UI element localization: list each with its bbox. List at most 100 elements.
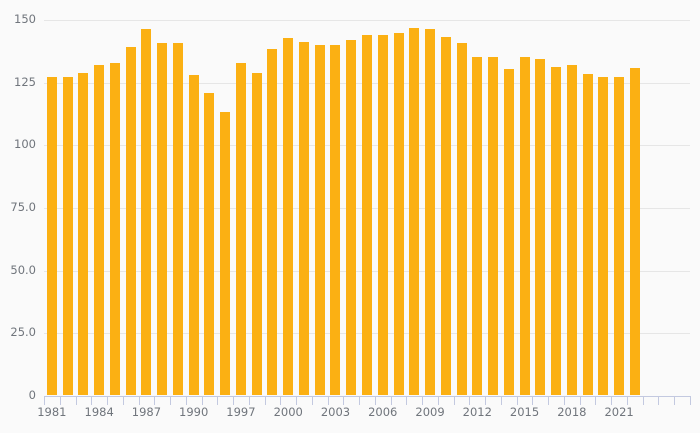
bar[interactable]	[94, 65, 105, 395]
bar[interactable]	[551, 66, 562, 395]
x-tick	[138, 396, 140, 405]
bar[interactable]	[172, 42, 183, 395]
x-tick-label: 2015	[509, 405, 540, 419]
bar[interactable]	[188, 75, 199, 395]
bar[interactable]	[488, 56, 499, 395]
bar[interactable]	[220, 111, 231, 395]
x-tick	[406, 396, 408, 405]
x-tick	[390, 396, 392, 405]
x-tick	[75, 396, 77, 405]
bar[interactable]	[204, 92, 215, 395]
x-tick-label: 2018	[557, 405, 587, 419]
x-tick	[674, 396, 676, 405]
x-tick	[658, 396, 660, 405]
bar[interactable]	[141, 29, 152, 395]
bar[interactable]	[629, 67, 640, 395]
bar[interactable]	[598, 76, 609, 395]
bar[interactable]	[503, 69, 514, 395]
bar[interactable]	[393, 32, 404, 395]
x-tick	[548, 396, 550, 405]
x-tick	[595, 396, 597, 405]
x-tick	[217, 396, 219, 405]
bar[interactable]	[235, 62, 246, 395]
bar[interactable]	[377, 35, 388, 395]
x-tick	[343, 396, 345, 405]
x-tick	[91, 396, 93, 405]
bar[interactable]	[472, 56, 483, 395]
x-tick	[579, 396, 581, 405]
bar[interactable]	[330, 45, 341, 395]
y-tick-label: 100	[14, 137, 36, 152]
bar[interactable]	[582, 74, 593, 395]
bar[interactable]	[298, 41, 309, 395]
x-tick	[170, 396, 172, 405]
x-tick	[311, 396, 313, 405]
y-tick-label: 25.0	[10, 325, 36, 340]
x-tick	[201, 396, 203, 405]
x-tick	[469, 396, 471, 405]
x-tick	[185, 396, 187, 405]
bar[interactable]	[62, 76, 73, 395]
x-tick	[422, 396, 424, 405]
x-tick	[516, 396, 518, 405]
x-tick	[264, 396, 266, 405]
x-tick	[611, 396, 613, 405]
bar[interactable]	[283, 37, 294, 395]
y-tick-label: 50.0	[10, 262, 36, 277]
x-tick-label: 2009	[415, 405, 445, 419]
x-tick-label: 2003	[320, 405, 351, 419]
bar-series	[44, 20, 690, 395]
x-tick	[154, 396, 156, 405]
bar[interactable]	[109, 62, 120, 395]
bar[interactable]	[566, 65, 577, 395]
x-tick	[453, 396, 455, 405]
x-tick-label: 2006	[368, 405, 398, 419]
x-tick	[359, 396, 361, 405]
bar[interactable]	[346, 40, 357, 395]
x-tick-label: 1984	[84, 405, 114, 419]
bar[interactable]	[46, 76, 57, 395]
bar[interactable]	[425, 29, 436, 395]
y-axis-tick-labels: 0 25.0 50.0 75.0 100 125 150	[0, 0, 36, 433]
bar[interactable]	[440, 36, 451, 395]
x-tick	[107, 396, 109, 405]
bar[interactable]	[251, 72, 262, 395]
x-tick	[233, 396, 235, 405]
bar[interactable]	[125, 46, 136, 395]
bar[interactable]	[78, 72, 89, 395]
y-tick-label: 0	[28, 388, 36, 402]
x-tick	[296, 396, 298, 405]
bar[interactable]	[614, 76, 625, 395]
x-tick	[122, 396, 124, 405]
x-tick	[248, 396, 250, 405]
x-axis-line	[44, 396, 690, 397]
x-tick-label: 1997	[226, 405, 256, 419]
bar[interactable]	[409, 27, 420, 395]
bar[interactable]	[157, 42, 168, 395]
bar[interactable]	[314, 45, 325, 395]
x-tick	[563, 396, 565, 405]
y-tick-label: 125	[14, 74, 36, 89]
x-tick	[642, 396, 644, 405]
x-tick	[374, 396, 376, 405]
x-tick	[532, 396, 534, 405]
x-tick-label: 2000	[273, 405, 303, 419]
x-tick	[44, 396, 45, 405]
y-tick-label: 75.0	[10, 200, 36, 214]
x-axis-tick-labels: 1981 1984 1987 1990 1997 2000 2003 2006 2009 2012…	[0, 406, 700, 426]
x-tick-label: 1990	[179, 405, 209, 419]
bar[interactable]	[362, 35, 372, 395]
bar[interactable]	[519, 56, 530, 395]
bar[interactable]	[535, 59, 546, 395]
y-tick-label: 150	[14, 12, 36, 26]
bar[interactable]	[456, 42, 467, 395]
bar[interactable]	[267, 49, 278, 395]
x-tick	[485, 396, 487, 405]
x-tick	[280, 396, 282, 405]
x-axis-ticks	[0, 396, 700, 406]
x-tick-label: 1987	[131, 405, 162, 419]
x-tick	[626, 396, 628, 405]
x-tick-label: 2012	[462, 405, 492, 419]
gridline	[44, 20, 690, 21]
